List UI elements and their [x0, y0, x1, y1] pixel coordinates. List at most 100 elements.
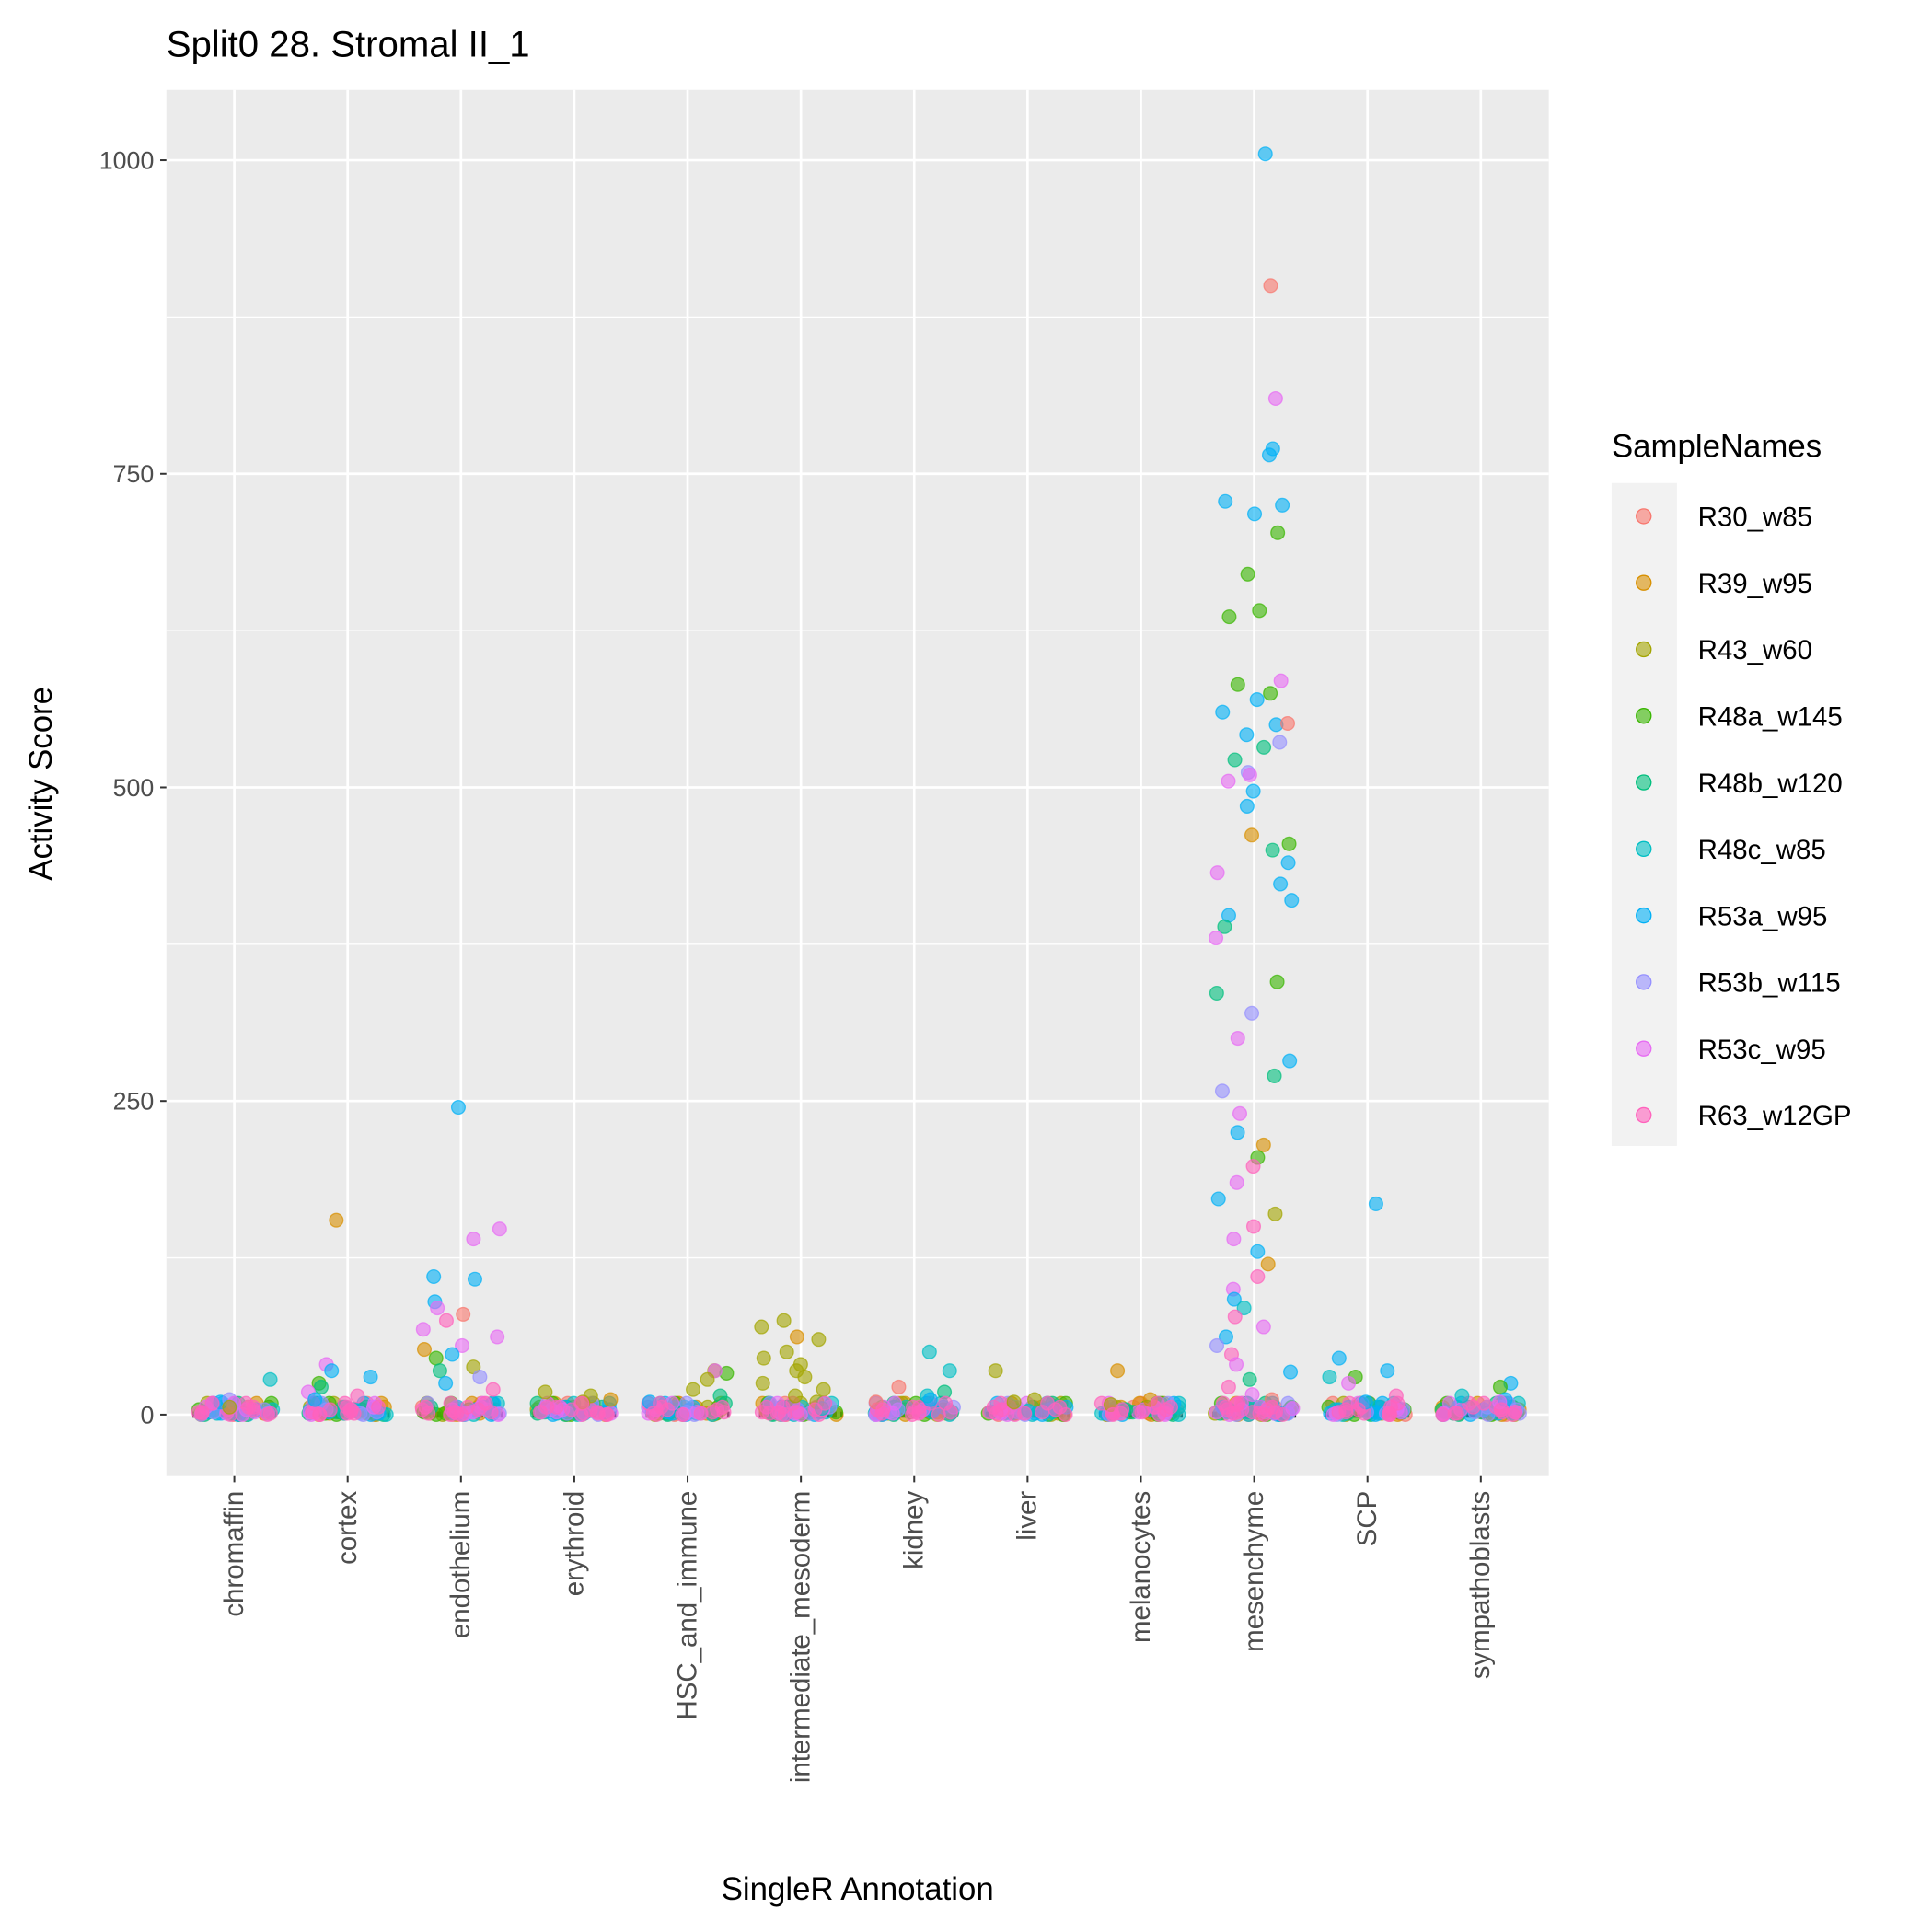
data-point [485, 1382, 501, 1397]
data-point [922, 1392, 938, 1407]
data-point [938, 1395, 954, 1411]
data-point [467, 1271, 482, 1287]
data-point [1226, 1232, 1242, 1247]
x-tick-label: endothelium [445, 1491, 476, 1638]
data-point [1285, 1401, 1301, 1417]
data-point [1435, 1406, 1451, 1422]
data-point [756, 1350, 771, 1366]
data-point [1270, 525, 1286, 540]
data-point [1244, 1405, 1260, 1420]
data-point [1341, 1375, 1357, 1391]
y-axis-ticks: 0 250 500 750 1000 [99, 146, 167, 1429]
data-point [416, 1342, 433, 1358]
data-point [887, 1395, 903, 1411]
data-point [1250, 1268, 1266, 1285]
data-point [1492, 1379, 1508, 1394]
data-point [1110, 1363, 1126, 1379]
legend-label: R53a_w95 [1698, 901, 1828, 931]
data-point [1267, 390, 1283, 407]
data-point [1284, 893, 1300, 908]
data-point [1226, 1406, 1242, 1421]
data-point [538, 1384, 553, 1400]
data-point [603, 1392, 619, 1407]
legend-key-r48c_w85 [1636, 840, 1652, 858]
data-point [1283, 1364, 1299, 1380]
y-tick-label: 1000 [99, 146, 155, 174]
data-point [754, 1405, 769, 1420]
data-point [337, 1395, 353, 1411]
data-point [472, 1370, 488, 1385]
data-point [1382, 1399, 1398, 1415]
data-point [817, 1395, 833, 1411]
data-point [246, 1399, 261, 1415]
legend-label: R48a_w145 [1698, 701, 1843, 732]
data-point [1242, 1371, 1257, 1387]
x-tick-label: melanocytes [1126, 1491, 1156, 1643]
data-point [432, 1363, 447, 1379]
data-point [1240, 566, 1255, 582]
data-point [1229, 1357, 1244, 1372]
x-tick-label: kidney [899, 1490, 930, 1568]
data-point [324, 1363, 340, 1379]
data-point [204, 1395, 220, 1411]
legend-key-r48a_w145 [1636, 708, 1652, 724]
data-point [1265, 1399, 1280, 1415]
data-point [1494, 1402, 1510, 1417]
data-point [1209, 865, 1225, 881]
data-point [490, 1329, 505, 1345]
data-point [307, 1392, 323, 1407]
x-tick-label: HSC_and_immune [672, 1491, 702, 1720]
data-point [775, 1399, 791, 1415]
data-point [1244, 1005, 1260, 1021]
data-point [1239, 727, 1255, 743]
legend-key-r63_w12gp [1636, 1106, 1652, 1124]
x-tick-label: SCP [1352, 1491, 1382, 1547]
data-point [478, 1395, 493, 1411]
data-point [1257, 146, 1273, 162]
data-point [789, 1329, 804, 1345]
data-point [811, 1332, 827, 1348]
data-point [371, 1399, 387, 1415]
data-point [1368, 1196, 1383, 1211]
data-point [921, 1344, 937, 1359]
data-point [1281, 836, 1297, 851]
data-point [445, 1347, 460, 1362]
data-point [645, 1406, 661, 1421]
data-point [1236, 1301, 1252, 1316]
data-point [1244, 827, 1260, 843]
legend-key-r48b_w120 [1636, 774, 1652, 791]
data-point [1017, 1406, 1033, 1421]
data-point [1226, 1291, 1242, 1307]
data-point [350, 1388, 365, 1404]
data-point [574, 1395, 590, 1411]
data-point [776, 1313, 792, 1328]
data-point [466, 1232, 481, 1247]
data-point [1331, 1350, 1347, 1366]
data-point [438, 1313, 454, 1328]
legend: SampleNames R30_w85 R39_w95 R43_w60 R48a_w1… [1611, 429, 1852, 1146]
plot-panel [166, 89, 1549, 1476]
data-point [446, 1405, 462, 1420]
data-point [700, 1371, 715, 1387]
data-point [1263, 686, 1278, 701]
data-point [1221, 1379, 1236, 1394]
data-point [312, 1406, 328, 1422]
legend-key-r39_w95 [1636, 574, 1652, 591]
data-point [262, 1371, 278, 1387]
data-point [905, 1399, 920, 1415]
data-point [797, 1370, 813, 1385]
data-point [363, 1370, 378, 1385]
data-point [1134, 1405, 1150, 1420]
data-point [1209, 1337, 1225, 1353]
x-axis-ticks: chromaffin cortex endothelium erythroid HSC_… [219, 1475, 1496, 1783]
data-point [1246, 506, 1263, 522]
data-point [1210, 1191, 1226, 1207]
data-point [891, 1379, 907, 1394]
legend-label: R53b_w115 [1698, 968, 1841, 999]
data-point [1272, 735, 1288, 750]
y-tick-label: 500 [113, 774, 155, 802]
y-tick-label: 0 [140, 1401, 154, 1429]
data-point [1163, 1399, 1179, 1415]
data-point [539, 1399, 555, 1415]
data-point [329, 1212, 344, 1228]
